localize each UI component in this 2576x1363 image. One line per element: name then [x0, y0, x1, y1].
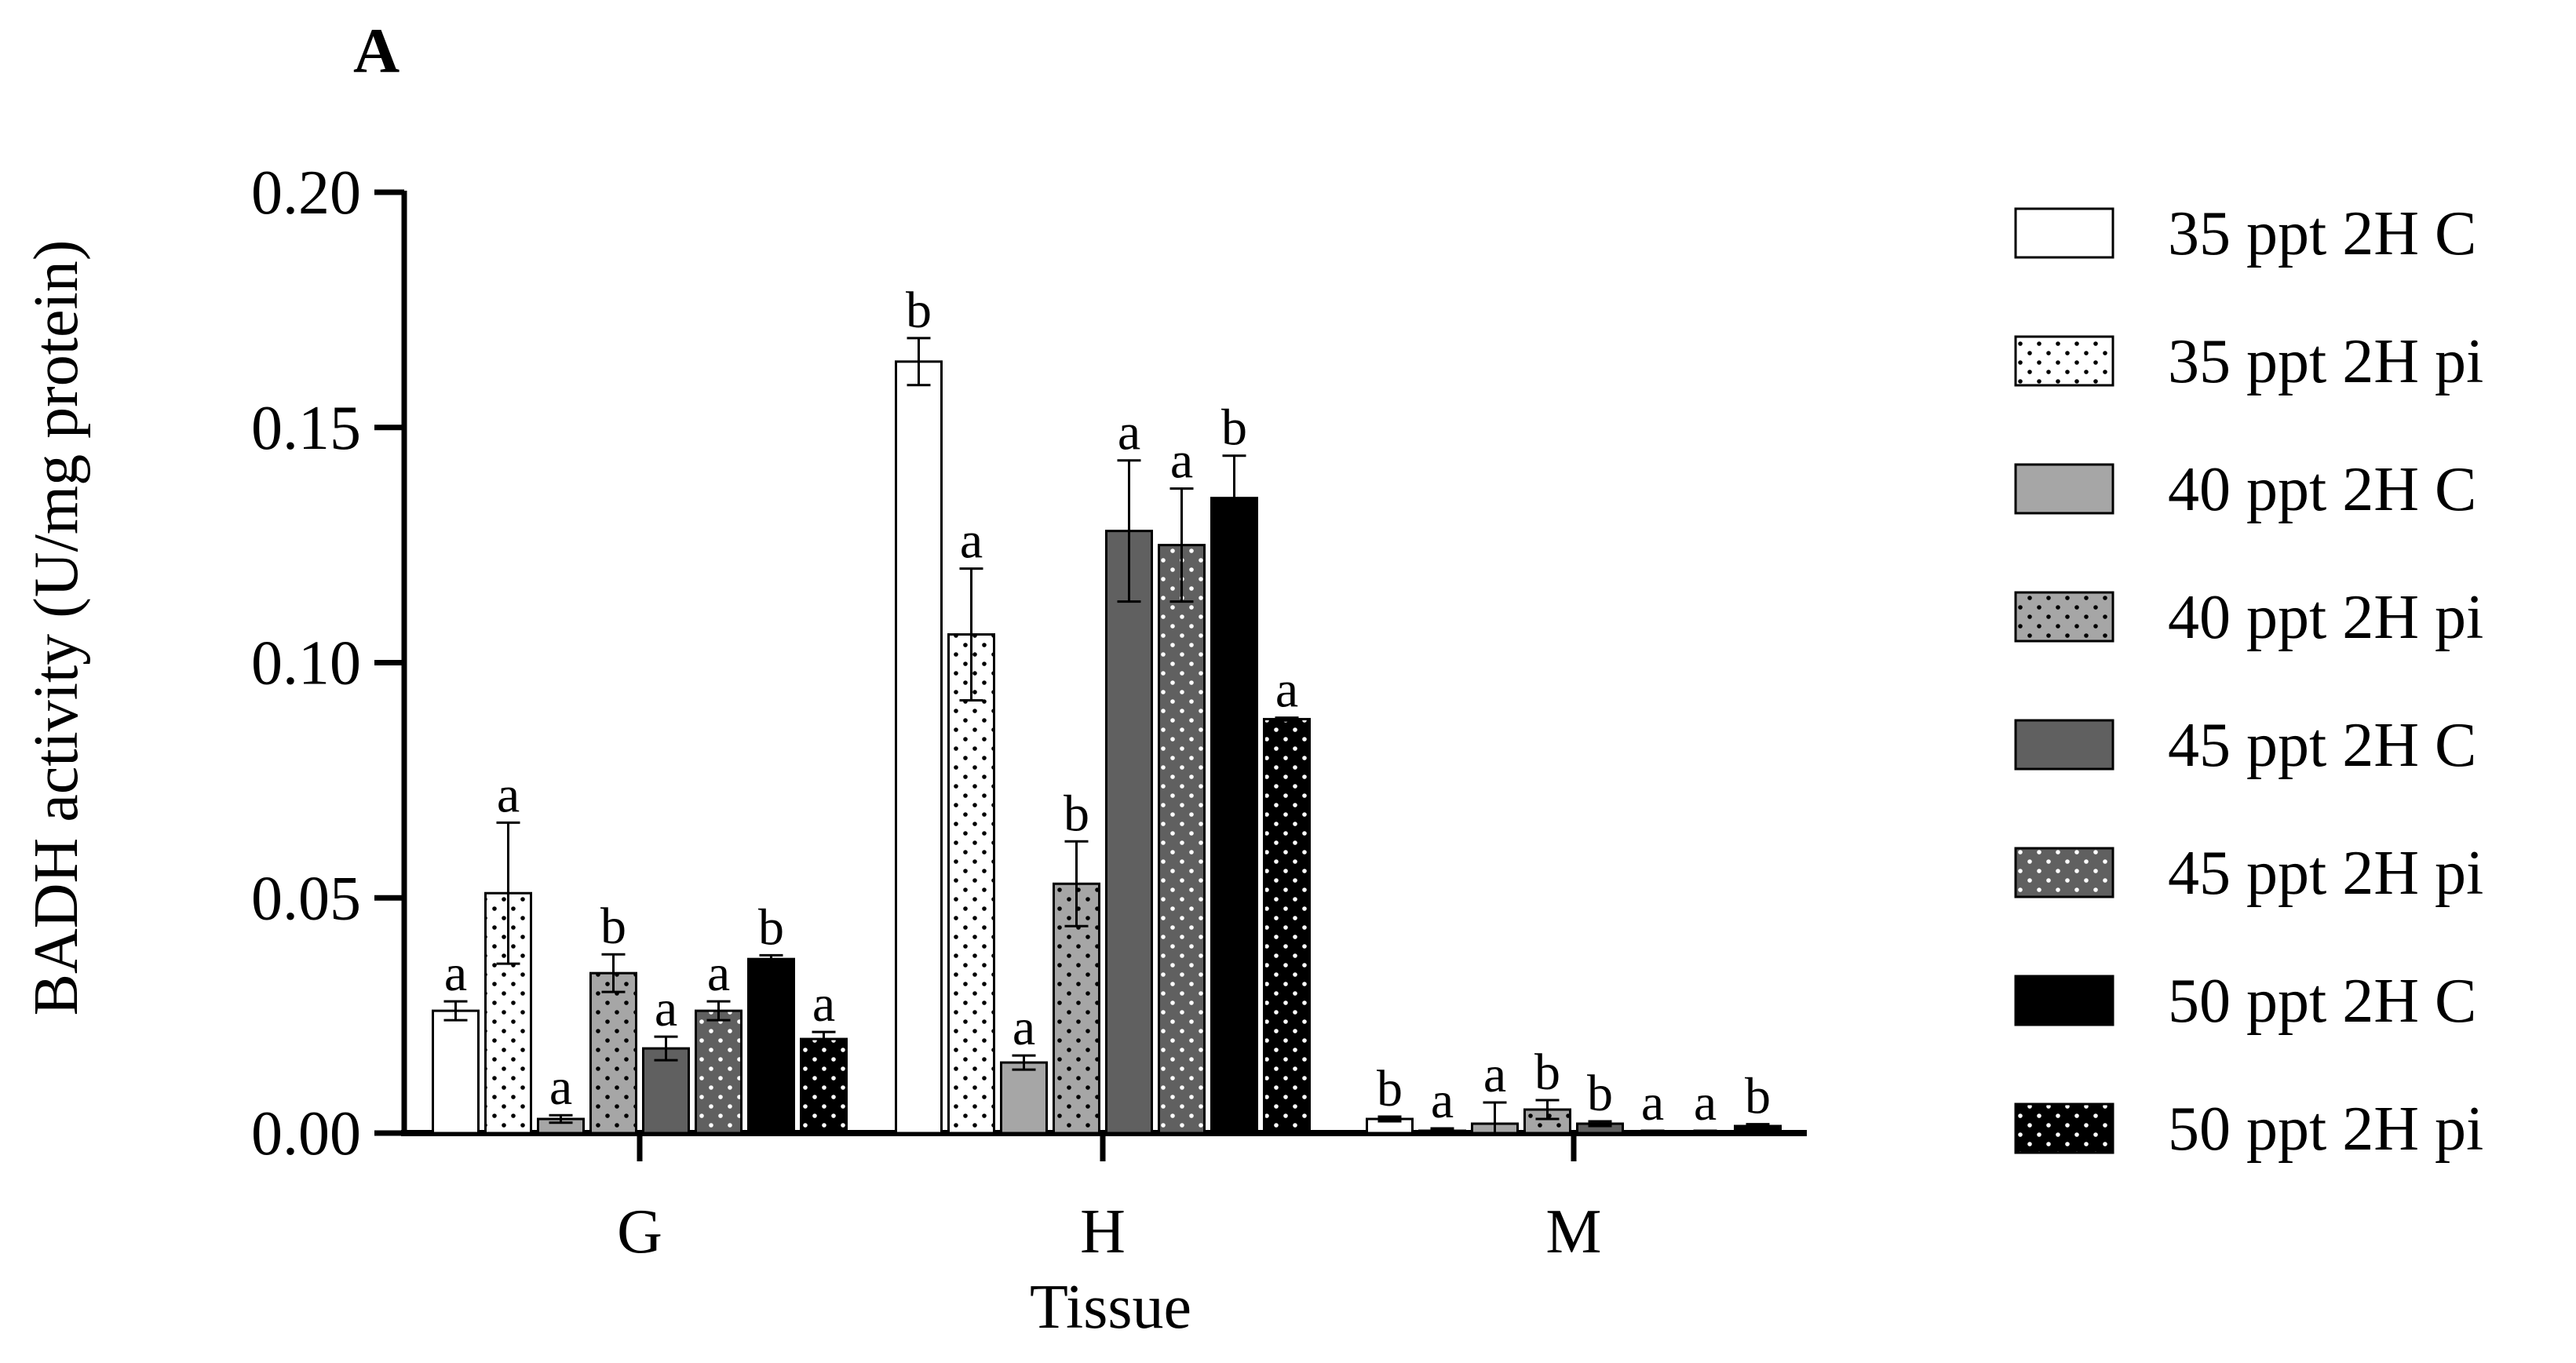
bar [1000, 1061, 1048, 1135]
legend-swatch [2014, 847, 2114, 898]
legend-label: 45 ppt 2H C [2168, 711, 2476, 780]
significance-letter: a [1170, 432, 1193, 490]
significance-letter: a [960, 512, 983, 570]
significance-letter: b [1221, 399, 1247, 457]
x-axis-title: Tissue [1030, 1273, 1191, 1342]
bar [1158, 544, 1206, 1135]
y-tick-label: 0.10 [251, 629, 361, 698]
significance-letter: a [1013, 999, 1035, 1056]
y-tick-label: 0.15 [251, 394, 361, 463]
x-tick-label: G [617, 1197, 662, 1266]
y-tick-label: 0.20 [251, 159, 361, 228]
legend-swatch [2014, 975, 2114, 1026]
significance-letter: b [758, 898, 784, 956]
significance-letter: b [600, 898, 626, 955]
significance-letter: a [1431, 1072, 1454, 1129]
significance-letter: a [812, 975, 835, 1033]
bar [1210, 497, 1258, 1135]
significance-letter: b [1377, 1060, 1403, 1117]
legend-label: 45 ppt 2H pi [2168, 839, 2483, 908]
bar [695, 1009, 743, 1135]
significance-letter: b [1745, 1068, 1771, 1125]
significance-letter: a [655, 980, 677, 1037]
bar [800, 1037, 848, 1135]
x-tick-label: H [1080, 1197, 1126, 1266]
bar [642, 1047, 690, 1135]
bar [947, 633, 995, 1135]
significance-letter: a [707, 945, 730, 1002]
significance-letter: b [1064, 785, 1089, 842]
legend-swatch [2014, 1102, 2114, 1154]
bar [432, 1009, 480, 1135]
legend-label: 35 ppt 2H pi [2168, 327, 2483, 396]
significance-letter: a [1275, 661, 1298, 719]
legend-swatch [2014, 335, 2114, 387]
y-tick-label: 0.05 [251, 864, 361, 933]
bar [1105, 530, 1153, 1135]
significance-letter: b [906, 282, 932, 339]
bar [895, 360, 943, 1135]
legend-label: 50 ppt 2H pi [2168, 1095, 2483, 1164]
legend-label: 40 ppt 2H pi [2168, 583, 2483, 652]
legend-label: 40 ppt 2H C [2168, 455, 2476, 524]
significance-letter: a [1483, 1046, 1506, 1103]
x-tick-label: M [1545, 1197, 1601, 1266]
legend-label: 50 ppt 2H C [2168, 967, 2476, 1036]
legend-label: 35 ppt 2H C [2168, 199, 2476, 268]
significance-letter: a [1118, 404, 1140, 461]
legend-swatch [2014, 591, 2114, 643]
significance-letter: b [1534, 1044, 1560, 1101]
significance-letter: a [1694, 1074, 1717, 1132]
bar [1263, 717, 1311, 1135]
axes: 0.00 0.05 0.10 0.15 0.20 G H M [251, 159, 1807, 1266]
significance-letter: a [497, 766, 520, 823]
legend-swatch [2014, 207, 2114, 259]
significance-letter: b [1587, 1065, 1613, 1122]
significance-letter: a [1641, 1074, 1664, 1132]
y-axis-title: BADH activity (U/mg protein) [22, 240, 91, 1016]
y-tick-label: 0.00 [251, 1099, 361, 1168]
bar [589, 971, 637, 1135]
legend-swatch [2014, 463, 2114, 515]
panel-label: A [353, 15, 400, 86]
legend-swatch [2014, 719, 2114, 771]
legend: 35 ppt 2H C 35 ppt 2H pi 40 ppt 2H C 40 ppt… [2014, 199, 2483, 1164]
bar [747, 957, 795, 1135]
significance-letter: a [549, 1059, 572, 1116]
significance-letter: a [444, 945, 467, 1002]
